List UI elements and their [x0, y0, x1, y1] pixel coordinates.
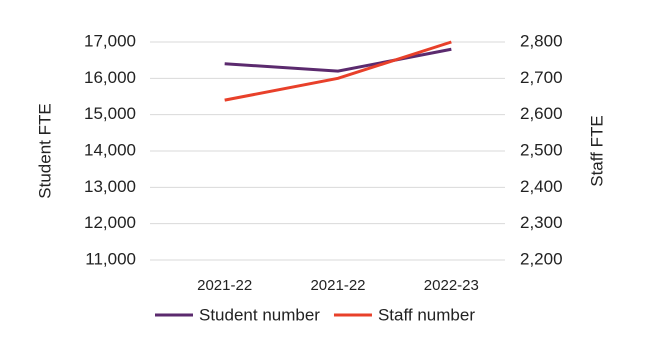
y2-tick-label: 2,600 [520, 104, 563, 123]
x-tick-label: 2022-23 [424, 277, 479, 294]
x-tick-label: 2021-22 [197, 277, 252, 294]
y-tick-label: 16,000 [84, 68, 136, 87]
y-tick-label: 17,000 [84, 31, 136, 50]
y2-tick-label: 2,800 [520, 31, 563, 50]
x-tick-label: 2021-22 [310, 277, 365, 294]
data-line [224, 47, 452, 73]
y2-axis-title: Staff FTE [587, 115, 606, 187]
y-tick-label: 15,000 [84, 104, 136, 123]
y2-tick-label: 2,200 [520, 249, 563, 268]
y2-tick-label: 2,700 [520, 68, 563, 87]
y-axis-title: Student FTE [35, 103, 54, 198]
y2-tick-label: 2,300 [520, 213, 563, 232]
y2-tick-label: 2,500 [520, 140, 563, 159]
y-tick-label: 11,000 [85, 249, 136, 268]
data-line [224, 40, 452, 102]
y-tick-label: 13,000 [84, 177, 136, 196]
legend-label: Staff number [378, 305, 475, 324]
y-tick-label: 12,000 [84, 213, 136, 232]
legend-label: Student number [199, 305, 320, 324]
y2-tick-label: 2,400 [520, 177, 563, 196]
y-tick-label: 14,000 [84, 140, 136, 159]
